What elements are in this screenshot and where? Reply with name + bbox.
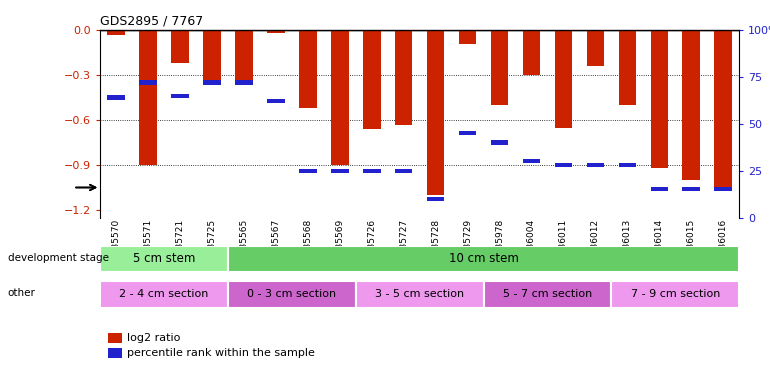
Bar <box>618 163 636 167</box>
Bar <box>682 30 700 180</box>
FancyBboxPatch shape <box>228 246 739 272</box>
Bar <box>171 94 189 98</box>
Bar <box>490 141 508 145</box>
FancyBboxPatch shape <box>100 246 228 272</box>
Text: 5 cm stem: 5 cm stem <box>132 252 196 265</box>
Bar <box>587 30 604 66</box>
Text: 10 cm stem: 10 cm stem <box>449 252 518 265</box>
Bar <box>331 30 349 165</box>
Bar <box>139 81 157 85</box>
Bar <box>107 30 125 34</box>
Bar <box>139 30 157 165</box>
FancyBboxPatch shape <box>611 281 739 308</box>
Text: 0 - 3 cm section: 0 - 3 cm section <box>247 290 336 299</box>
Bar <box>427 196 444 201</box>
Bar <box>682 188 700 191</box>
Bar <box>331 169 349 172</box>
Text: 7 - 9 cm section: 7 - 9 cm section <box>631 290 720 299</box>
Bar <box>651 30 668 168</box>
Bar <box>171 30 189 63</box>
Bar <box>715 188 732 191</box>
Text: 3 - 5 cm section: 3 - 5 cm section <box>375 290 464 299</box>
Bar <box>395 169 413 172</box>
FancyBboxPatch shape <box>228 281 356 308</box>
Bar <box>267 30 285 33</box>
Bar <box>363 30 380 129</box>
Bar <box>523 159 541 164</box>
Bar <box>554 163 572 167</box>
Bar <box>395 30 413 124</box>
Bar <box>715 30 732 188</box>
FancyBboxPatch shape <box>100 281 228 308</box>
Bar <box>203 81 221 85</box>
Text: 2 - 4 cm section: 2 - 4 cm section <box>119 290 209 299</box>
Text: development stage: development stage <box>8 253 109 262</box>
Text: GDS2895 / 7767: GDS2895 / 7767 <box>100 15 203 27</box>
Bar <box>554 30 572 128</box>
Text: percentile rank within the sample: percentile rank within the sample <box>127 348 315 358</box>
Bar <box>587 163 604 167</box>
Bar <box>267 99 285 104</box>
Text: other: other <box>8 288 35 298</box>
Bar <box>427 30 444 195</box>
Bar <box>299 30 316 108</box>
Bar <box>523 30 541 75</box>
Bar <box>363 169 380 172</box>
Bar <box>651 188 668 191</box>
FancyBboxPatch shape <box>356 281 484 308</box>
Bar <box>108 333 122 343</box>
Bar <box>299 169 316 172</box>
Bar <box>203 30 221 81</box>
Bar <box>459 131 477 135</box>
Bar <box>235 30 253 82</box>
Text: 5 - 7 cm section: 5 - 7 cm section <box>503 290 592 299</box>
Text: log2 ratio: log2 ratio <box>127 333 180 343</box>
FancyBboxPatch shape <box>484 281 611 308</box>
Bar <box>459 30 477 44</box>
Bar <box>490 30 508 105</box>
Bar <box>618 30 636 105</box>
Bar <box>235 81 253 85</box>
Bar <box>107 96 125 100</box>
Bar <box>108 348 122 358</box>
